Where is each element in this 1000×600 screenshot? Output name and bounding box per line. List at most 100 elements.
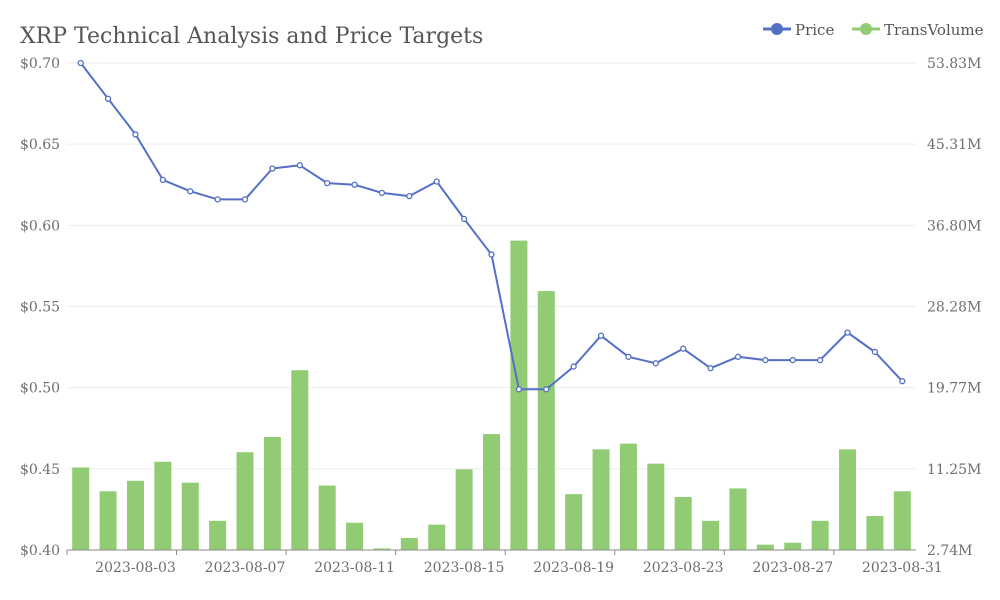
volume-bar <box>400 537 418 550</box>
x-axis-labels: 2023-08-03 2023-08-07 2023-08-11 2023-08-15… <box>95 560 943 576</box>
volume-bar <box>263 436 281 550</box>
price-point <box>899 378 906 385</box>
price-point <box>159 176 167 184</box>
volume-bar <box>209 520 227 550</box>
y-right-tick-label: 53.83M <box>927 56 981 72</box>
gridlines <box>67 62 916 470</box>
y-left-tick-label: $0.50 <box>20 381 60 397</box>
price-point <box>104 95 112 102</box>
volume-bar <box>346 522 364 550</box>
volume-bar <box>99 491 117 550</box>
y-left-tick-label: $0.45 <box>20 462 60 478</box>
volume-bar <box>893 491 911 550</box>
price-point <box>488 251 495 258</box>
y-right-tick-label: 36.80M <box>927 218 981 234</box>
volume-bar <box>866 516 884 550</box>
volume-bars <box>72 240 911 551</box>
price-point <box>597 332 605 339</box>
volume-bar <box>537 291 555 550</box>
legend[interactable]: Price TransVolume <box>763 21 984 39</box>
volume-bar <box>756 544 774 550</box>
price-line-series <box>77 59 906 393</box>
x-tick-label: 2023-08-19 <box>533 560 614 576</box>
volume-bar <box>236 452 254 550</box>
price-point <box>351 181 358 188</box>
y-axis-left-labels: $0.40 $0.45 $0.50 $0.55 $0.60 $0.65 $0.70 <box>20 56 60 559</box>
price-point <box>680 345 687 352</box>
price-point <box>241 196 249 203</box>
legend-price-label: Price <box>795 21 834 39</box>
price-point <box>816 356 824 364</box>
price-point <box>406 192 413 200</box>
y-right-tick-label: 45.31M <box>927 137 981 153</box>
volume-bar <box>291 370 309 550</box>
y-right-tick-label: 19.77M <box>927 381 981 397</box>
price-point <box>269 165 276 172</box>
y-left-tick-label: $0.65 <box>20 137 60 153</box>
x-tick-label: 2023-08-23 <box>643 560 724 576</box>
price-point <box>625 353 632 360</box>
legend-item-price[interactable]: Price <box>763 21 834 39</box>
volume-bar <box>318 485 336 550</box>
volume-bar <box>619 443 637 550</box>
price-point <box>77 59 84 67</box>
price-point <box>543 386 550 393</box>
price-point <box>214 196 221 203</box>
volume-bar <box>181 482 199 550</box>
volume-bar <box>483 434 500 550</box>
y-left-tick-label: $0.70 <box>20 56 60 72</box>
price-point <box>789 356 796 364</box>
price-point <box>187 188 194 195</box>
volume-bar <box>428 524 446 550</box>
volume-bar <box>154 461 172 550</box>
price-point <box>734 353 742 360</box>
volume-bar <box>839 449 857 550</box>
volume-bar <box>455 469 473 550</box>
volume-bar <box>510 240 528 551</box>
y-axis-right-labels: 2.74M 11.25M 19.77M 28.28M 36.80M 45.31M 53.83… <box>927 56 981 559</box>
price-point <box>132 131 139 138</box>
y-right-tick-label: 11.25M <box>927 462 981 478</box>
legend-volume-marker <box>860 23 872 35</box>
price-point <box>762 356 769 364</box>
legend-item-transvolume[interactable]: TransVolume <box>852 21 984 39</box>
chart-title: XRP Technical Analysis and Price Targets <box>20 24 483 49</box>
x-tick-label: 2023-08-15 <box>424 560 505 576</box>
price-point <box>707 365 714 372</box>
axes <box>66 549 916 555</box>
price-line <box>79 62 904 391</box>
legend-volume-label: TransVolume <box>884 21 984 39</box>
volume-bar <box>647 463 665 550</box>
y-left-tick-label: $0.40 <box>20 543 60 559</box>
volume-bar <box>811 520 829 550</box>
volume-bar <box>729 488 747 550</box>
volume-bar <box>126 480 144 550</box>
price-point <box>460 215 468 222</box>
y-right-tick-label: 28.28M <box>927 300 981 316</box>
y-left-tick-label: $0.55 <box>20 300 60 316</box>
price-point <box>515 386 523 393</box>
volume-bar <box>674 497 692 550</box>
price-point <box>570 363 577 370</box>
volume-bar <box>565 494 583 550</box>
x-tick-label: 2023-08-27 <box>752 560 833 576</box>
volume-bar <box>72 467 90 550</box>
x-tick-label: 2023-08-07 <box>205 560 286 576</box>
volume-bar <box>702 520 720 550</box>
x-tick-label: 2023-08-11 <box>314 560 395 576</box>
price-point <box>378 189 386 197</box>
volume-bar <box>784 542 802 550</box>
price-point <box>871 348 879 356</box>
price-point <box>844 329 851 336</box>
x-tick-label: 2023-08-31 <box>862 560 943 576</box>
volume-bar <box>373 548 391 550</box>
legend-price-marker <box>771 23 783 35</box>
y-left-tick-label: $0.60 <box>20 218 60 234</box>
y-right-tick-label: 2.74M <box>927 543 973 559</box>
x-tick-label: 2023-08-03 <box>95 560 176 576</box>
price-point <box>296 162 303 169</box>
price-point <box>324 179 331 187</box>
volume-bar <box>592 449 610 550</box>
price-point <box>652 360 659 367</box>
